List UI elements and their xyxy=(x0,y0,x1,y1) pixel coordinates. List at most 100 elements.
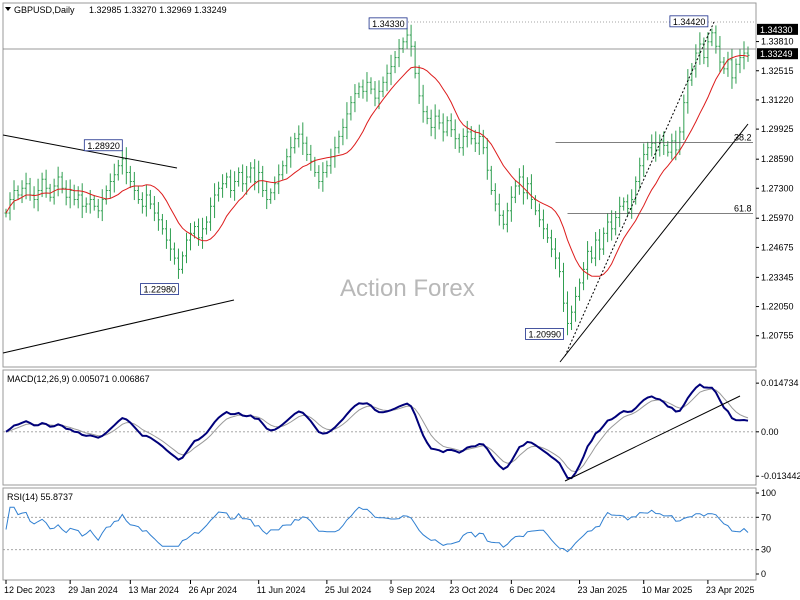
price-bar xyxy=(152,195,156,222)
price-bar xyxy=(225,172,229,189)
price-bar xyxy=(285,148,289,174)
price-tag-label: 1.33249 xyxy=(760,49,793,59)
price-bar xyxy=(485,138,489,180)
price-bar xyxy=(582,262,586,291)
price-bar xyxy=(445,116,449,137)
price-bar xyxy=(16,185,20,201)
x-axis-label: 23 Apr 2025 xyxy=(706,585,755,595)
price-bar xyxy=(357,82,361,98)
price-annotation-label: 1.34330 xyxy=(372,19,405,29)
price-bar xyxy=(477,124,481,155)
macd-axis-label: -0.013442 xyxy=(761,471,800,481)
rsi-label: RSI(14) 55.8737 xyxy=(7,492,73,502)
trend-line-support xyxy=(559,123,749,363)
price-bar xyxy=(140,192,144,214)
price-bar xyxy=(626,194,630,216)
price-bar xyxy=(549,229,553,258)
price-bar xyxy=(20,180,24,204)
price-tag-box xyxy=(757,48,798,60)
price-bar xyxy=(397,39,401,68)
price-bar xyxy=(642,143,646,177)
price-bar xyxy=(409,24,413,57)
price-bar xyxy=(710,28,714,47)
price-bar xyxy=(433,104,437,140)
price-bar xyxy=(277,164,281,195)
price-tag-label: 1.34330 xyxy=(760,25,793,35)
price-bar xyxy=(437,109,441,130)
price-bar xyxy=(112,163,116,193)
x-axis-label: 23 Jan 2025 xyxy=(578,585,628,595)
price-bar xyxy=(305,136,309,162)
price-bar xyxy=(345,102,349,140)
price-bar xyxy=(108,173,112,199)
price-bar xyxy=(622,197,626,211)
price-bar xyxy=(180,251,184,274)
rsi-layer: 100 70 30 0 xyxy=(3,488,776,579)
price-bar xyxy=(265,180,269,210)
price-bar xyxy=(694,44,698,78)
price-bar xyxy=(253,159,257,191)
price-axis-label: 1.32515 xyxy=(761,66,794,76)
price-annotation-label: 1.28920 xyxy=(87,141,120,151)
rsi-axis-label: 30 xyxy=(761,545,771,555)
price-bar xyxy=(136,186,140,204)
rsi-panel-frame xyxy=(2,487,757,581)
price-annotation-box xyxy=(140,283,179,295)
price-bar xyxy=(381,76,385,98)
trend-line-lower-left xyxy=(2,299,235,354)
x-axis-label: 9 Sep 2024 xyxy=(389,585,435,595)
price-bar xyxy=(590,246,594,264)
price-bar xyxy=(610,210,614,241)
price-axis-label: 1.22050 xyxy=(761,302,794,312)
price-bar xyxy=(116,159,120,181)
price-bar xyxy=(317,165,321,189)
rsi-line xyxy=(5,506,749,553)
price-axis-label: 1.20755 xyxy=(761,331,794,341)
price-axis-label: 1.33810 xyxy=(761,37,794,47)
price-bar xyxy=(217,181,221,202)
price-bar xyxy=(188,223,192,251)
price-bar xyxy=(718,36,722,73)
price-bar xyxy=(497,193,501,226)
price-annotation-label: 1.34420 xyxy=(673,17,706,27)
price-bar xyxy=(201,217,205,249)
price-bar xyxy=(209,197,213,231)
price-bar xyxy=(337,130,341,154)
price-bar xyxy=(405,27,409,50)
price-axis-label: 1.23345 xyxy=(761,272,794,282)
price-bar xyxy=(602,227,606,255)
price-bar xyxy=(638,157,642,190)
watermark: Action Forex xyxy=(340,275,475,302)
price-bar xyxy=(56,166,60,197)
price-layer: 38.2 61.8 1.28920 1.22980 1.34330 1.20990 1.34… xyxy=(2,15,756,363)
price-bar xyxy=(365,72,369,102)
price-bar xyxy=(289,136,293,168)
x-axis-label: 26 Apr 2024 xyxy=(188,585,237,595)
price-bar xyxy=(429,109,433,137)
price-bar xyxy=(261,165,265,198)
price-bar xyxy=(525,177,529,200)
price-bar xyxy=(690,63,694,86)
price-bar xyxy=(658,134,662,157)
symbol-label: GBPUSD,Daily xyxy=(14,5,75,15)
price-bar xyxy=(469,126,473,145)
price-bar xyxy=(541,209,545,240)
symbol-dropdown-icon[interactable] xyxy=(5,7,11,11)
price-bar xyxy=(509,186,513,222)
price-axis-label: 1.24675 xyxy=(761,242,794,252)
price-annotation-box xyxy=(83,139,123,152)
macd-label: MACD(12,26,9) 0.005071 0.006867 xyxy=(7,374,150,384)
price-bar xyxy=(473,129,477,152)
price-bar xyxy=(273,176,277,201)
rsi-axis-label: 70 xyxy=(761,512,771,522)
moving-average-line xyxy=(5,55,749,277)
price-bar xyxy=(96,198,100,219)
price-bar xyxy=(321,162,325,192)
price-bar xyxy=(301,122,305,155)
price-bar xyxy=(457,133,461,153)
price-bar xyxy=(213,183,217,219)
price-annotation-box xyxy=(669,15,709,28)
price-bar xyxy=(76,186,80,209)
axis-layer: 1.34330 1.33810 1.33249 1.32515 1.31220 1.299… xyxy=(4,23,798,595)
macd-axis-label: 0.014734 xyxy=(761,378,799,388)
